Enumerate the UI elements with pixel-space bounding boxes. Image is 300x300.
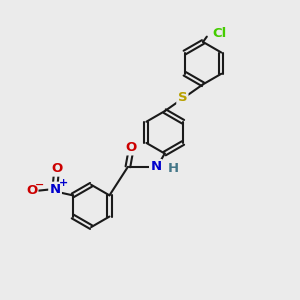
Text: Cl: Cl <box>213 27 227 40</box>
Text: N: N <box>50 183 61 196</box>
Text: −: − <box>35 179 44 190</box>
Text: H: H <box>168 162 179 175</box>
Text: +: + <box>59 178 68 188</box>
Text: S: S <box>178 91 187 104</box>
Text: O: O <box>125 141 136 154</box>
Text: O: O <box>51 162 62 175</box>
Text: N: N <box>150 160 161 173</box>
Text: O: O <box>26 184 37 197</box>
